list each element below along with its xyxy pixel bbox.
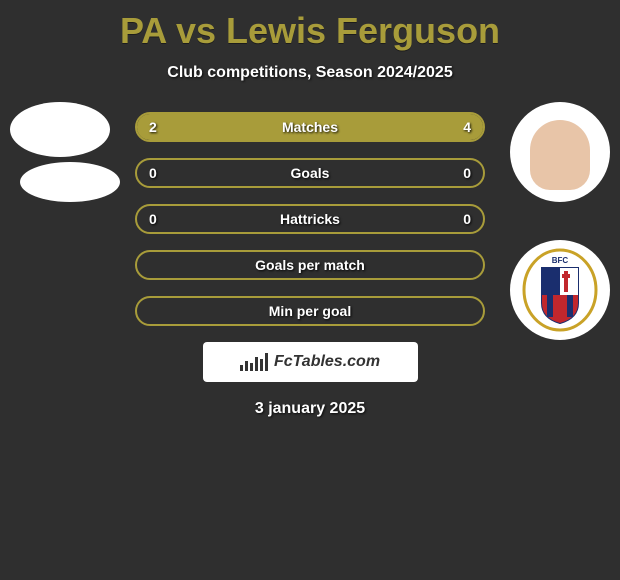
- date-label: 3 january 2025: [20, 400, 600, 418]
- svg-text:BFC: BFC: [552, 256, 569, 265]
- comparison-area: BFC 2 Matches 4 0 Goals 0 0 Hattricks 0: [0, 112, 620, 418]
- stat-row-min-per-goal: Min per goal: [135, 296, 485, 326]
- stat-row-matches: 2 Matches 4: [135, 112, 485, 142]
- stats-container: 2 Matches 4 0 Goals 0 0 Hattricks 0 Goal…: [135, 112, 485, 326]
- stat-label: Min per goal: [137, 303, 483, 319]
- stat-label: Hattricks: [137, 211, 483, 227]
- watermark-text: FcTables.com: [274, 353, 380, 371]
- stat-right-value: 0: [463, 211, 471, 227]
- player-right-avatar: [510, 102, 610, 202]
- player-left-avatar: [10, 102, 110, 157]
- club-right-badge: BFC: [510, 240, 610, 340]
- stat-right-value: 0: [463, 165, 471, 181]
- stat-row-goals-per-match: Goals per match: [135, 250, 485, 280]
- page-subtitle: Club competitions, Season 2024/2025: [0, 64, 620, 82]
- bologna-badge-icon: BFC: [522, 248, 598, 332]
- stat-row-goals: 0 Goals 0: [135, 158, 485, 188]
- stat-label: Matches: [137, 119, 483, 135]
- stat-row-hattricks: 0 Hattricks 0: [135, 204, 485, 234]
- club-left-badge: [20, 162, 120, 202]
- stat-right-value: 4: [463, 119, 471, 135]
- bar-chart-icon: [240, 353, 268, 371]
- stat-label: Goals per match: [137, 257, 483, 273]
- watermark-badge: FcTables.com: [203, 342, 418, 382]
- page-title: PA vs Lewis Ferguson: [0, 0, 620, 52]
- stat-label: Goals: [137, 165, 483, 181]
